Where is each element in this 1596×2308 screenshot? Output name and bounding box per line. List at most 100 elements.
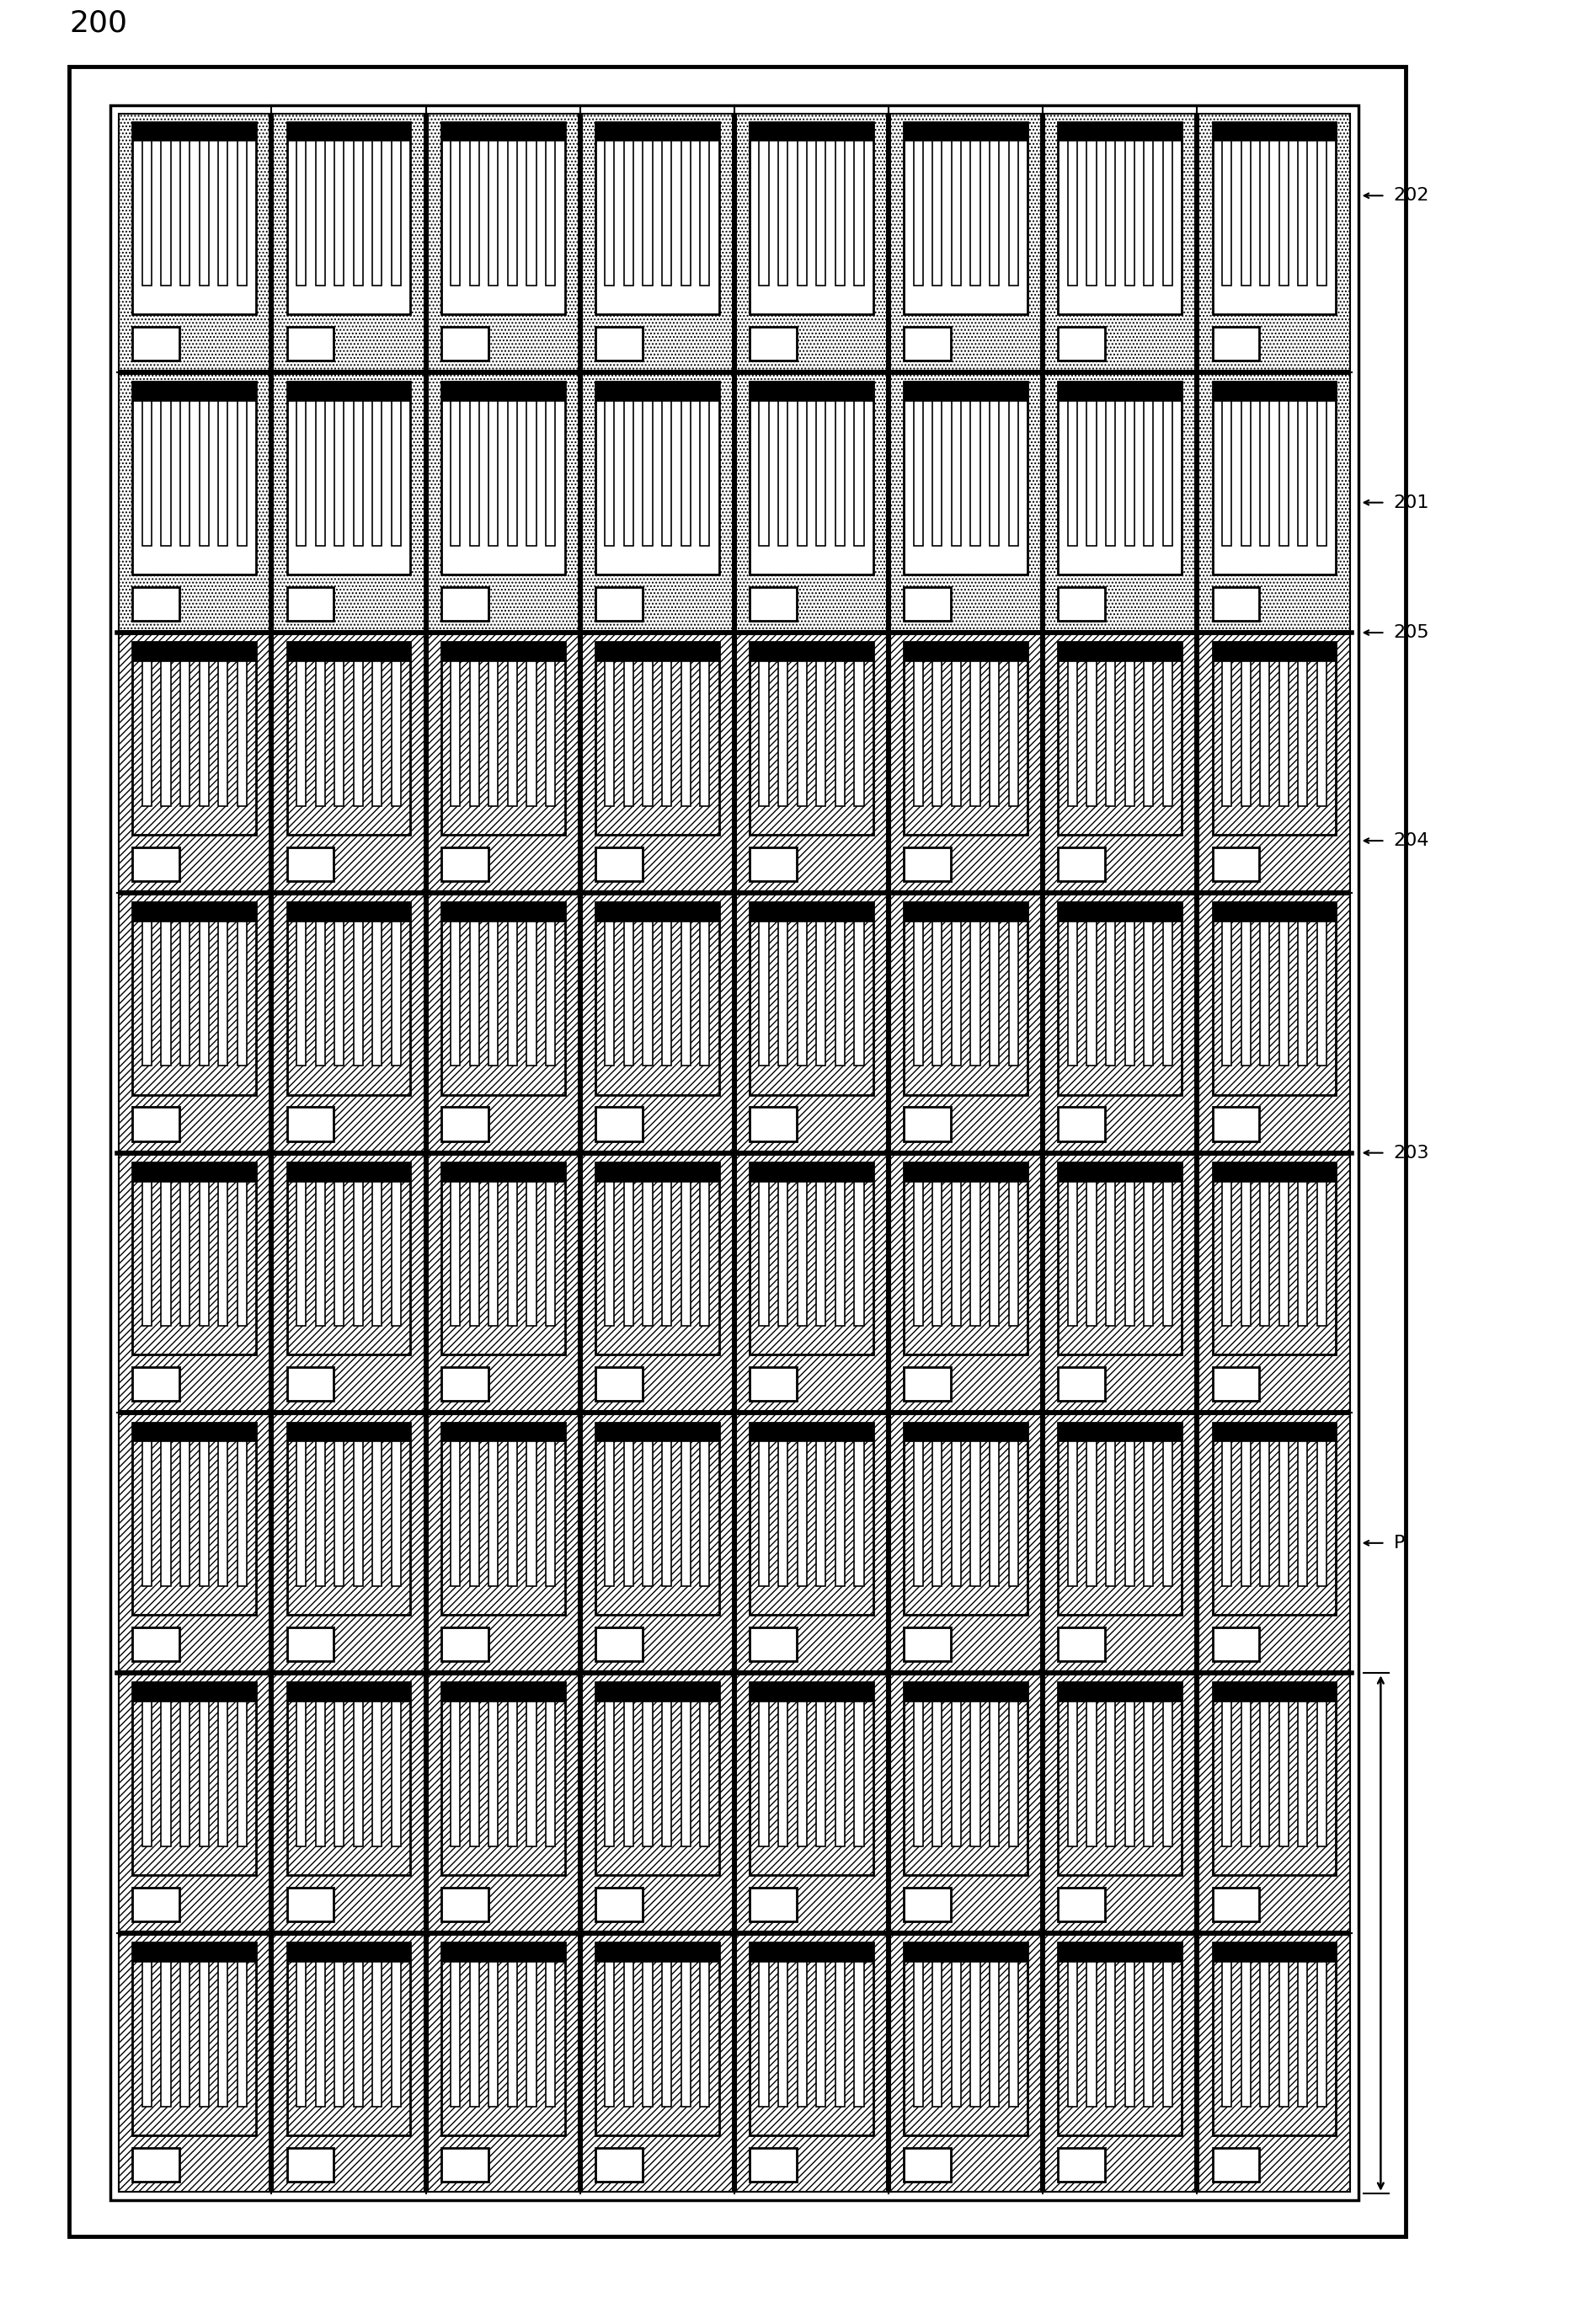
Polygon shape <box>1068 1442 1077 1586</box>
Polygon shape <box>1058 1943 1183 2135</box>
Polygon shape <box>440 1108 488 1140</box>
Polygon shape <box>1058 381 1183 402</box>
Polygon shape <box>180 402 190 545</box>
Polygon shape <box>353 402 362 545</box>
Polygon shape <box>913 402 922 545</box>
Polygon shape <box>736 635 887 891</box>
Polygon shape <box>1058 1422 1183 1616</box>
Polygon shape <box>760 1182 769 1325</box>
Polygon shape <box>1058 642 1183 662</box>
Polygon shape <box>903 1888 951 1920</box>
Polygon shape <box>1199 113 1350 372</box>
Polygon shape <box>1298 1701 1307 1846</box>
Polygon shape <box>681 141 691 286</box>
Polygon shape <box>932 921 942 1066</box>
Polygon shape <box>1044 374 1195 630</box>
Polygon shape <box>1106 402 1116 545</box>
Polygon shape <box>643 1182 653 1325</box>
Polygon shape <box>142 402 152 545</box>
Polygon shape <box>120 1934 270 2193</box>
Polygon shape <box>891 1415 1041 1671</box>
Text: 202: 202 <box>1393 187 1428 203</box>
Polygon shape <box>816 1962 825 2107</box>
Polygon shape <box>1144 402 1154 545</box>
Polygon shape <box>1317 662 1326 805</box>
Polygon shape <box>132 381 257 575</box>
Polygon shape <box>219 1442 228 1586</box>
Polygon shape <box>1242 921 1250 1066</box>
Polygon shape <box>508 662 517 805</box>
Polygon shape <box>1242 1701 1250 1846</box>
Polygon shape <box>854 1182 863 1325</box>
Polygon shape <box>1278 1182 1288 1325</box>
Polygon shape <box>527 1701 536 1846</box>
Polygon shape <box>854 141 863 286</box>
Polygon shape <box>903 1422 1028 1616</box>
Polygon shape <box>583 1676 733 1932</box>
Polygon shape <box>595 1888 642 1920</box>
Polygon shape <box>903 2146 951 2181</box>
Polygon shape <box>1044 1676 1195 1932</box>
Polygon shape <box>527 141 536 286</box>
Polygon shape <box>508 141 517 286</box>
Polygon shape <box>287 1108 334 1140</box>
Polygon shape <box>891 896 1041 1152</box>
Polygon shape <box>903 381 1028 575</box>
Polygon shape <box>297 1442 306 1586</box>
Polygon shape <box>161 1962 171 2107</box>
Polygon shape <box>750 1422 873 1442</box>
Polygon shape <box>854 1442 863 1586</box>
Polygon shape <box>903 328 951 360</box>
Polygon shape <box>1317 1182 1326 1325</box>
Polygon shape <box>903 1163 1028 1355</box>
Polygon shape <box>736 1415 887 1671</box>
Polygon shape <box>142 1442 152 1586</box>
Polygon shape <box>353 1962 362 2107</box>
Polygon shape <box>219 1182 228 1325</box>
Polygon shape <box>913 1182 922 1325</box>
Polygon shape <box>701 1182 710 1325</box>
Polygon shape <box>1087 921 1096 1066</box>
Polygon shape <box>297 402 306 545</box>
Polygon shape <box>287 2146 334 2181</box>
Polygon shape <box>701 1701 710 1846</box>
Polygon shape <box>273 635 425 891</box>
Polygon shape <box>391 1442 401 1586</box>
Polygon shape <box>428 1676 578 1932</box>
Polygon shape <box>508 1182 517 1325</box>
Polygon shape <box>1058 122 1183 141</box>
Polygon shape <box>180 141 190 286</box>
Polygon shape <box>583 1415 733 1671</box>
Polygon shape <box>1213 122 1336 314</box>
Polygon shape <box>1125 1962 1135 2107</box>
Polygon shape <box>736 896 887 1152</box>
Polygon shape <box>238 1182 247 1325</box>
Polygon shape <box>1058 381 1183 575</box>
Polygon shape <box>488 662 498 805</box>
Polygon shape <box>120 1415 270 1671</box>
Polygon shape <box>316 141 326 286</box>
Polygon shape <box>1223 921 1232 1066</box>
Polygon shape <box>132 1683 257 1874</box>
Polygon shape <box>990 1442 999 1586</box>
Polygon shape <box>903 642 1028 835</box>
Polygon shape <box>816 1182 825 1325</box>
Polygon shape <box>428 635 578 891</box>
Polygon shape <box>287 902 410 1094</box>
Polygon shape <box>903 1108 951 1140</box>
Polygon shape <box>440 1943 565 2135</box>
Polygon shape <box>546 141 555 286</box>
Polygon shape <box>750 1943 873 2135</box>
Polygon shape <box>161 1442 171 1586</box>
Polygon shape <box>1223 662 1232 805</box>
Polygon shape <box>469 1182 479 1325</box>
Polygon shape <box>1009 662 1018 805</box>
Polygon shape <box>903 1366 951 1401</box>
Polygon shape <box>816 921 825 1066</box>
Polygon shape <box>527 1442 536 1586</box>
Polygon shape <box>595 1422 720 1442</box>
Polygon shape <box>132 122 257 314</box>
Polygon shape <box>372 1701 381 1846</box>
Polygon shape <box>287 1683 410 1874</box>
Polygon shape <box>488 141 498 286</box>
